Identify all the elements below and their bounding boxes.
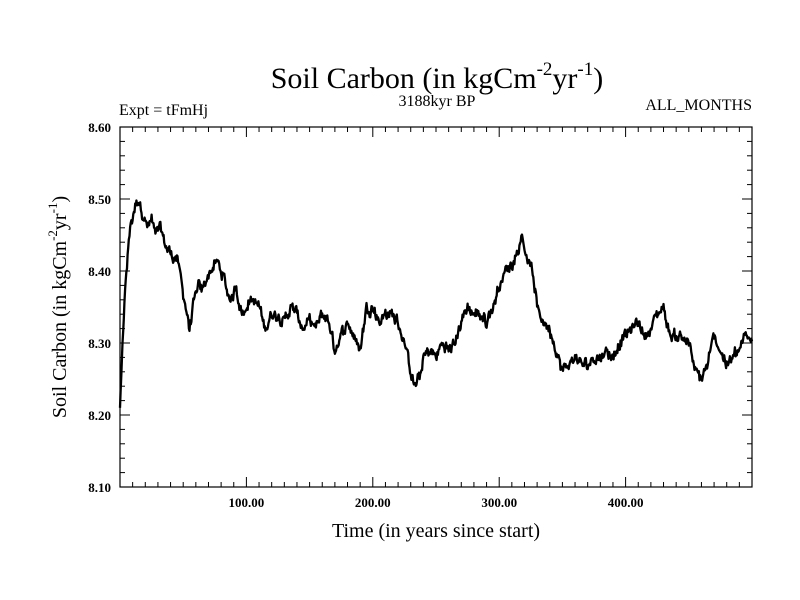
x-tick-label: 400.00 (608, 495, 644, 510)
plot-frame (119, 126, 753, 488)
y-axis-label: Soil Carbon (in kgCm-2yr-1) (45, 196, 71, 418)
y-tick-label: 8.50 (88, 192, 111, 207)
y-axis-ticks: 8.10 8.20 8.30 8.40 8.50 8.60 (88, 120, 752, 495)
x-tick-label: 200.00 (355, 495, 391, 510)
y-tick-label: 8.60 (88, 120, 111, 135)
y-tick-label: 8.20 (88, 408, 111, 423)
y-tick-label: 8.10 (88, 480, 111, 495)
subtitle-left: Expt = tFmHj (119, 102, 208, 119)
subtitle-right: ALL_MONTHS (645, 97, 752, 114)
subtitle-center: 3188kyr BP (399, 93, 476, 110)
x-tick-label: 300.00 (481, 495, 517, 510)
x-tick-label: 100.00 (229, 495, 265, 510)
x-axis-label: Time (in years since start) (332, 520, 540, 542)
x-axis-ticks: 100.00 200.00 300.00 400.00 (132, 127, 740, 510)
series-line-soil-carbon (118, 199, 754, 408)
y-tick-label: 8.40 (88, 264, 111, 279)
chart-title: Soil Carbon (in kgCm-2yr-1) (271, 59, 604, 95)
y-tick-label: 8.30 (88, 336, 111, 351)
